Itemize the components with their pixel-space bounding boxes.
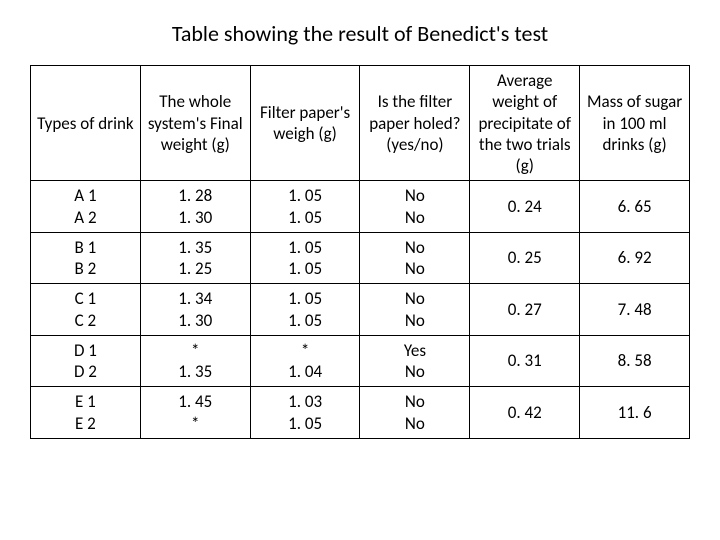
table-title: Table showing the result of Benedict's t… xyxy=(30,20,690,47)
cell-drink: E 1 E 2 xyxy=(31,387,141,439)
table-row: D 1 D 2 * 1. 35 * 1. 04 Yes No 0. 31 8. … xyxy=(31,335,690,387)
cell-holed: Yes No xyxy=(360,335,470,387)
cell-mass-sugar: 8. 58 xyxy=(580,335,690,387)
cell-filter-weight: * 1. 04 xyxy=(250,335,360,387)
col-filter-weight: Filter paper's weigh (g) xyxy=(250,66,360,181)
cell-holed: No No xyxy=(360,284,470,336)
cell-holed: No No xyxy=(360,232,470,284)
cell-mass-sugar: 6. 65 xyxy=(580,181,690,233)
cell-final-weight: 1. 35 1. 25 xyxy=(140,232,250,284)
cell-final-weight: 1. 34 1. 30 xyxy=(140,284,250,336)
table-row: C 1 C 2 1. 34 1. 30 1. 05 1. 05 No No 0.… xyxy=(31,284,690,336)
col-mass-sugar: Mass of sugar in 100 ml drinks (g) xyxy=(580,66,690,181)
cell-avg-precip: 0. 42 xyxy=(470,387,580,439)
cell-filter-weight: 1. 05 1. 05 xyxy=(250,232,360,284)
cell-mass-sugar: 11. 6 xyxy=(580,387,690,439)
cell-final-weight: * 1. 35 xyxy=(140,335,250,387)
table-body: A 1 A 2 1. 28 1. 30 1. 05 1. 05 No No 0.… xyxy=(31,181,690,439)
col-final-weight: The whole system's Final weight (g) xyxy=(140,66,250,181)
cell-filter-weight: 1. 03 1. 05 xyxy=(250,387,360,439)
cell-avg-precip: 0. 24 xyxy=(470,181,580,233)
col-avg-precipitate: Average weight of precipitate of the two… xyxy=(470,66,580,181)
cell-filter-weight: 1. 05 1. 05 xyxy=(250,284,360,336)
cell-drink: B 1 B 2 xyxy=(31,232,141,284)
col-holed: Is the filter paper holed? (yes/no) xyxy=(360,66,470,181)
cell-drink: C 1 C 2 xyxy=(31,284,141,336)
cell-final-weight: 1. 45 * xyxy=(140,387,250,439)
cell-holed: No No xyxy=(360,387,470,439)
cell-avg-precip: 0. 31 xyxy=(470,335,580,387)
table-row: A 1 A 2 1. 28 1. 30 1. 05 1. 05 No No 0.… xyxy=(31,181,690,233)
header-row: Types of drink The whole system's Final … xyxy=(31,66,690,181)
cell-final-weight: 1. 28 1. 30 xyxy=(140,181,250,233)
cell-drink: D 1 D 2 xyxy=(31,335,141,387)
cell-mass-sugar: 7. 48 xyxy=(580,284,690,336)
benedict-test-table: Types of drink The whole system's Final … xyxy=(30,65,690,439)
cell-avg-precip: 0. 25 xyxy=(470,232,580,284)
cell-holed: No No xyxy=(360,181,470,233)
cell-filter-weight: 1. 05 1. 05 xyxy=(250,181,360,233)
table-row: B 1 B 2 1. 35 1. 25 1. 05 1. 05 No No 0.… xyxy=(31,232,690,284)
table-row: E 1 E 2 1. 45 * 1. 03 1. 05 No No 0. 42 … xyxy=(31,387,690,439)
cell-avg-precip: 0. 27 xyxy=(470,284,580,336)
col-types-of-drink: Types of drink xyxy=(31,66,141,181)
cell-mass-sugar: 6. 92 xyxy=(580,232,690,284)
cell-drink: A 1 A 2 xyxy=(31,181,141,233)
